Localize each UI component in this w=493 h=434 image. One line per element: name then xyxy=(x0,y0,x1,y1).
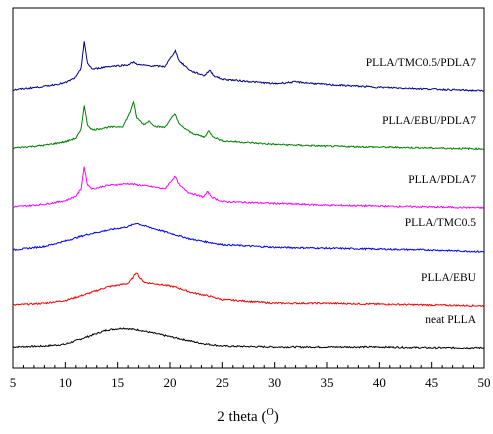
x-axis-label: 2 theta (O) xyxy=(217,407,278,425)
series-label-3: PLLA/PDLA7 xyxy=(408,174,476,186)
curves-layer xyxy=(12,41,484,350)
x-tick-label-1: 10 xyxy=(59,375,72,390)
x-tick-label-2: 15 xyxy=(111,375,124,390)
plot-frame xyxy=(12,7,485,369)
series-line-1 xyxy=(12,272,484,308)
series-line-4 xyxy=(12,100,484,151)
x-tick-labels-layer: 5 10 15 20 25 30 35 40 45 50 xyxy=(10,375,491,390)
series-label-4: PLLA/EBU/PDLA7 xyxy=(382,115,476,127)
x-tick-label-3: 20 xyxy=(164,375,177,390)
series-line-0 xyxy=(12,327,484,350)
x-tick-label-6: 35 xyxy=(321,375,334,390)
series-line-5 xyxy=(12,41,484,92)
series-label-5: PLLA/TMC0.5/PDLA7 xyxy=(366,57,476,69)
series-labels-layer: neat PLLA PLLA/EBU PLLA/TMC0.5 PLLA/PDLA7 PL… xyxy=(366,57,477,326)
series-label-1: PLLA/EBU xyxy=(421,272,477,284)
x-tick-label-5: 30 xyxy=(268,375,281,390)
x-tick-label-8: 45 xyxy=(425,375,438,390)
x-ticks-layer xyxy=(12,362,485,368)
series-line-2 xyxy=(12,222,484,253)
series-label-0: neat PLLA xyxy=(425,314,476,326)
series-line-3 xyxy=(12,166,484,210)
x-tick-label-4: 25 xyxy=(216,375,229,390)
x-tick-label-9: 50 xyxy=(478,375,491,390)
plot-border xyxy=(12,7,485,369)
x-tick-label-7: 40 xyxy=(373,375,386,390)
series-label-2: PLLA/TMC0.5 xyxy=(405,217,476,229)
x-tick-label-0: 5 xyxy=(10,375,17,390)
